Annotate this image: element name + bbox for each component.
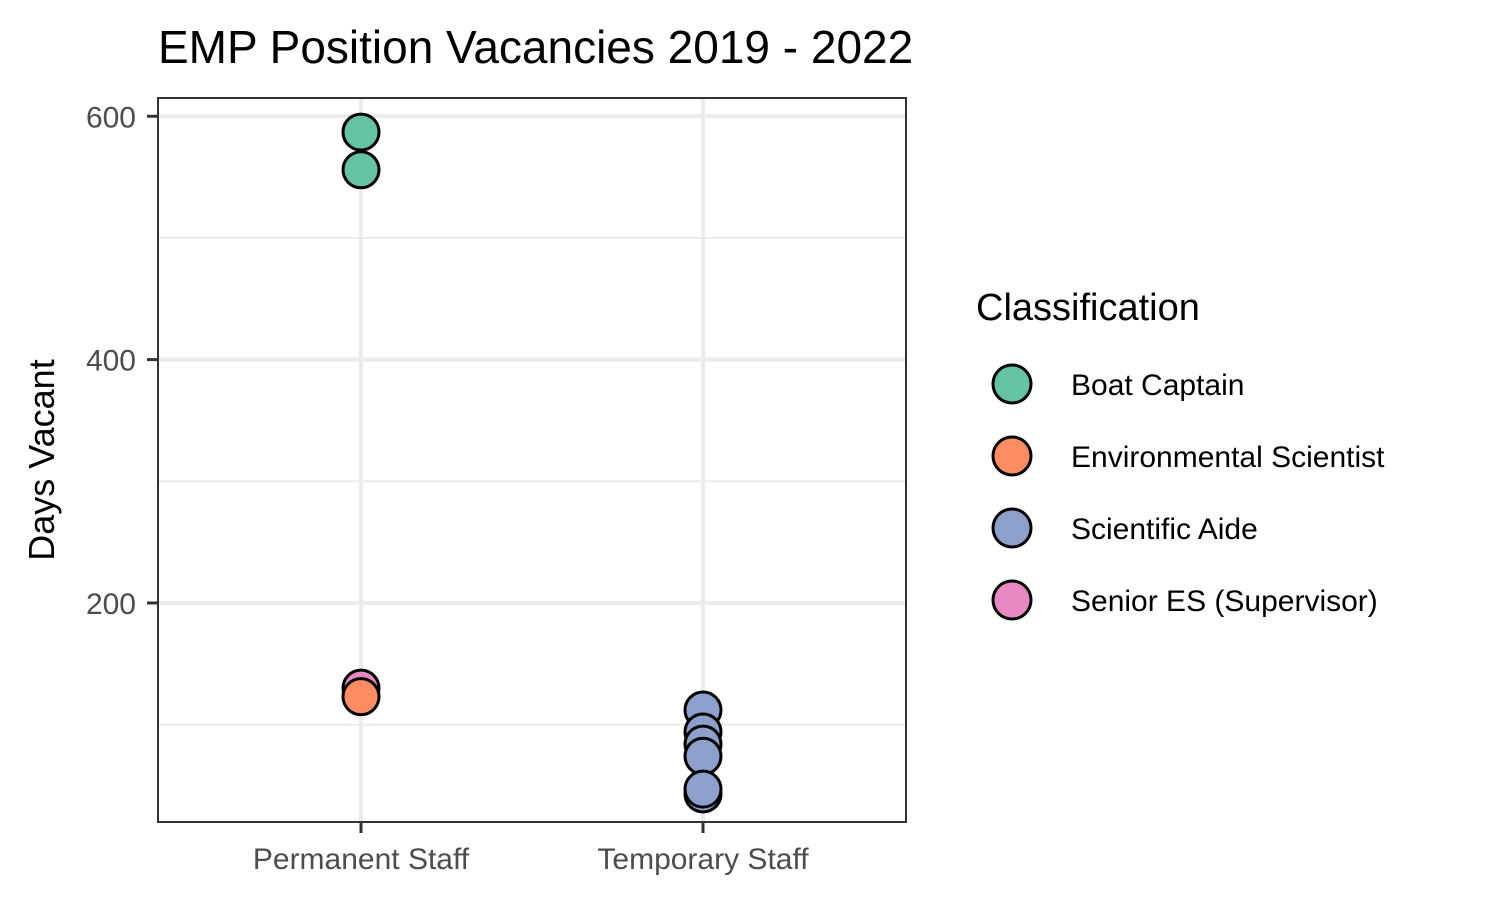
plot-background [158, 98, 906, 822]
grid-lines [158, 98, 906, 822]
data-point [683, 736, 723, 776]
data-points [341, 112, 723, 814]
legend: Classification Boat Captain Environmental… [976, 287, 1385, 621]
x-axis: Permanent Staff Temporary Staff [253, 822, 809, 876]
x-tick-label: Permanent Staff [253, 843, 470, 876]
x-tick-label: Temporary Staff [597, 843, 809, 876]
legend-swatch [991, 507, 1033, 549]
legend-label: Senior ES (Supervisor) [1071, 585, 1378, 618]
y-tick-label: 200 [86, 588, 136, 621]
plot-border [157, 97, 907, 823]
data-point [341, 677, 381, 717]
y-axis: 200 400 600 [86, 101, 158, 621]
y-tick-label: 400 [86, 345, 136, 378]
legend-swatch [991, 363, 1033, 405]
y-axis-title: Days Vacant [21, 359, 62, 560]
y-tick-label: 600 [86, 101, 136, 134]
legend-label: Scientific Aide [1071, 513, 1258, 546]
legend-label: Environmental Scientist [1071, 441, 1385, 474]
data-point [683, 769, 723, 809]
legend-items: Boat Captain Environmental Scientist Scien… [991, 363, 1385, 621]
legend-label: Boat Captain [1071, 369, 1244, 402]
chart-title: EMP Position Vacancies 2019 - 2022 [158, 21, 913, 73]
legend-swatch [991, 435, 1033, 477]
plot-panel [157, 97, 907, 823]
data-point [341, 112, 381, 152]
legend-swatch [991, 579, 1033, 621]
data-point [341, 150, 381, 190]
legend-title: Classification [976, 287, 1200, 329]
